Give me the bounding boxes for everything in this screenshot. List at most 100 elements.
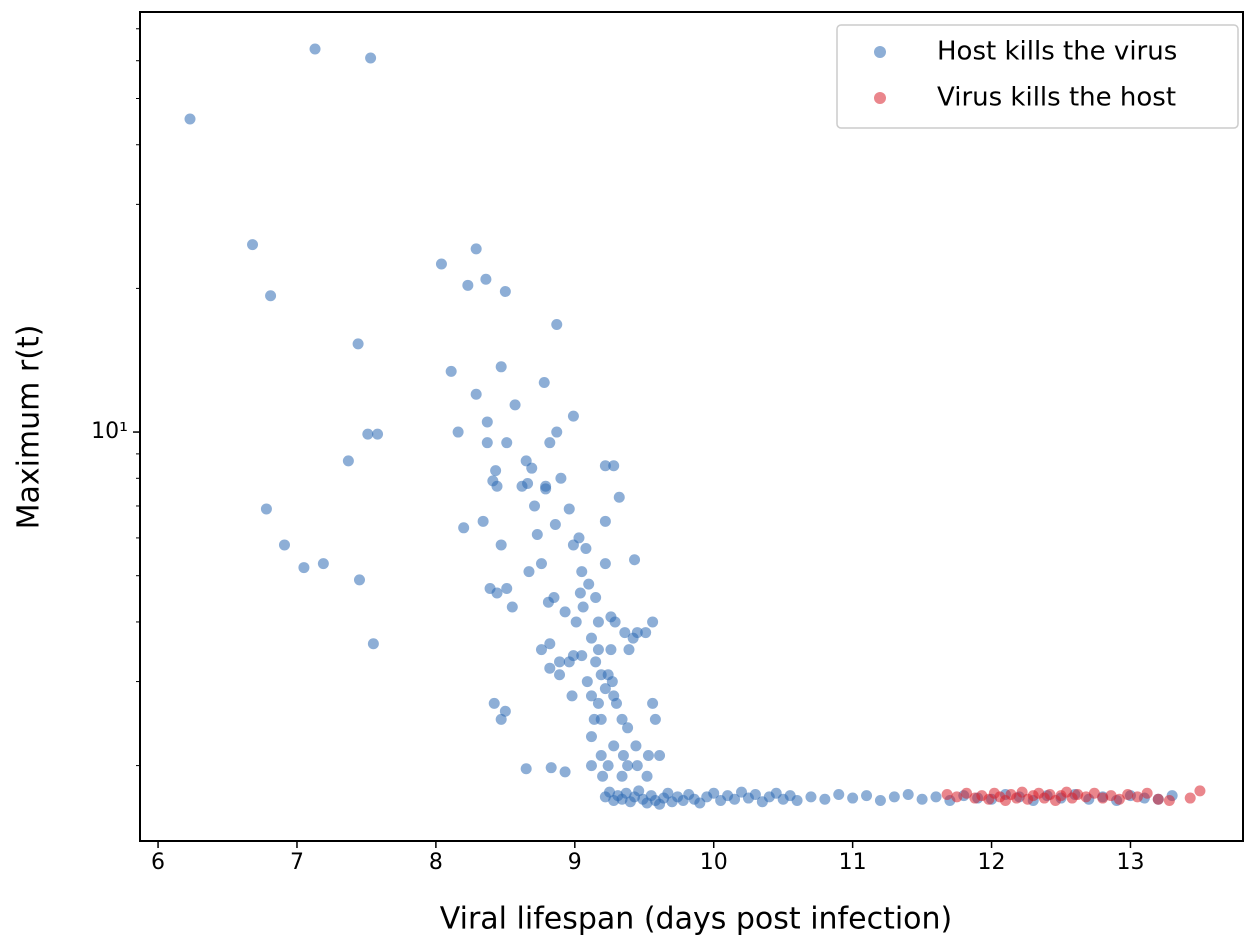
legend-label: Virus kills the host [937,83,1176,113]
x-tick-label: 8 [429,850,443,875]
point [619,627,631,639]
point [590,592,602,604]
point [523,566,535,578]
point [1088,787,1100,799]
point [585,632,597,644]
point [576,566,588,578]
point [1097,792,1109,804]
plot-frame [139,11,1244,842]
point [819,793,831,805]
point [847,792,859,804]
point [372,428,384,440]
point [583,578,595,590]
point [445,365,457,377]
point [520,763,532,775]
y-axis-label: Maximum r(t) [12,325,47,530]
point [499,705,511,717]
point [654,749,666,761]
point [708,787,720,799]
point [488,697,500,709]
point [480,273,492,285]
point [599,558,611,570]
point [544,437,556,449]
point [608,740,620,752]
x-axis-label: Viral lifespan (days post infection) [440,902,953,937]
point [585,760,597,772]
point [526,462,538,474]
point [1072,788,1084,800]
point [278,539,290,551]
legend-marker [874,46,886,58]
point [362,428,374,440]
point [470,243,482,255]
point [352,338,364,350]
point [1080,791,1092,803]
point [623,644,635,656]
point [1131,791,1143,803]
point [522,478,534,490]
point [535,644,547,656]
point [563,503,575,515]
point [633,785,645,797]
point [592,697,604,709]
point [585,731,597,743]
point [585,690,597,702]
point [631,760,643,772]
x-tick-label: 10 [700,850,728,875]
point [599,683,611,695]
point [260,503,272,515]
point [630,740,642,752]
point [647,616,659,628]
point [309,43,321,55]
point [509,399,521,411]
point [567,539,579,551]
point [620,787,632,799]
point [597,770,609,782]
point [490,465,502,477]
point [791,794,803,806]
point [605,644,617,656]
point [549,519,561,531]
point [538,377,550,389]
legend-marker [874,92,886,104]
point [495,539,507,551]
point [662,787,674,799]
legend-box [836,24,1239,129]
point [640,627,652,639]
point [1122,788,1134,800]
point [616,770,628,782]
point [551,319,563,331]
point [805,791,817,803]
point [544,662,556,674]
point [570,616,582,628]
point [616,713,628,725]
point [462,279,474,291]
point [184,113,196,125]
point [902,788,914,800]
point [265,290,277,302]
point [622,760,634,772]
point [590,656,602,668]
point [916,793,928,805]
point [609,616,621,628]
point [580,543,592,555]
point [567,410,579,422]
point [501,583,513,595]
point [458,522,470,534]
x-tick-label: 9 [568,850,582,875]
point [559,766,571,778]
point [577,601,589,613]
point [961,787,973,799]
point [470,388,482,400]
point [1113,793,1125,805]
point [617,749,629,761]
point [535,558,547,570]
point [647,697,659,709]
point [641,770,653,782]
point [555,472,567,484]
point [1152,793,1164,805]
point [554,669,566,681]
legend-label: Host kills the virus [937,37,1177,67]
point [545,762,557,774]
